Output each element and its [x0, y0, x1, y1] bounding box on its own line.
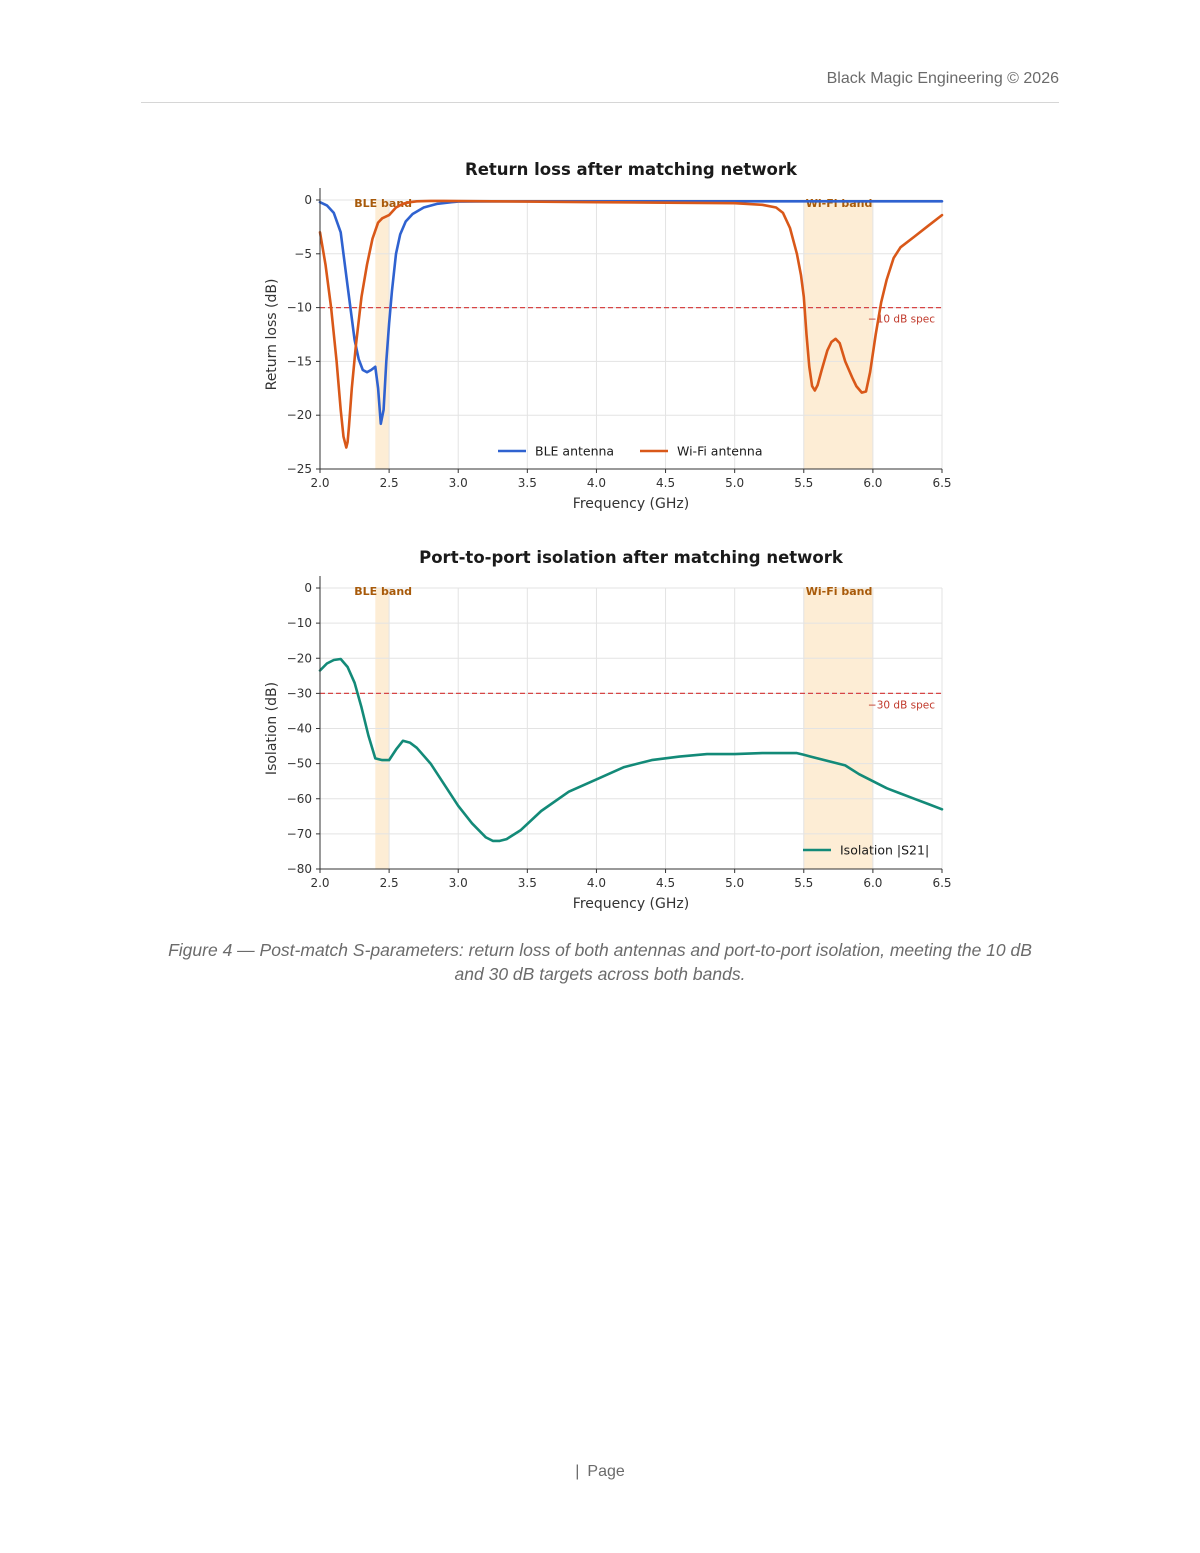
- footer-page-label: Page: [587, 1463, 625, 1480]
- x-tick-label: 6.0: [863, 476, 882, 490]
- y-tick-label: −10: [287, 616, 312, 630]
- y-tick-label: −50: [287, 757, 312, 771]
- x-tick-label: 3.5: [518, 876, 537, 890]
- y-tick-label: −15: [287, 354, 312, 368]
- y-tick-label: 0: [304, 193, 312, 207]
- band-label: BLE band: [354, 585, 412, 598]
- chart-title: Return loss after matching network: [465, 160, 798, 179]
- x-axis-label: Frequency (GHz): [573, 896, 689, 912]
- x-tick-label: 4.0: [587, 876, 606, 890]
- x-tick-label: 2.5: [380, 876, 399, 890]
- page-header: Black Magic Engineering © 2026: [826, 70, 1059, 87]
- x-tick-label: 2.0: [310, 476, 329, 490]
- figure-caption: Figure 4 — Post-match S-parameters: retu…: [150, 938, 1050, 986]
- y-tick-label: −10: [287, 301, 312, 315]
- x-tick-label: 2.0: [310, 876, 329, 890]
- x-tick-label: 4.0: [587, 476, 606, 490]
- x-tick-label: 4.5: [656, 876, 675, 890]
- x-tick-label: 5.5: [794, 876, 813, 890]
- band-shade: [803, 200, 873, 469]
- y-axis-label: Isolation (dB): [264, 682, 280, 775]
- x-axis-label: Frequency (GHz): [573, 496, 689, 512]
- isolation-chart: BLE band Wi-Fi band −30 dB spec 2.0 2.5 3.0 3.…: [264, 550, 952, 912]
- caption-line-2: and 30 dB targets across both bands.: [454, 964, 746, 984]
- spec-label: −10 dB spec: [868, 314, 935, 326]
- series-line: [318, 199, 944, 449]
- x-tick-label: 3.0: [449, 876, 468, 890]
- band-label: Wi-Fi band: [806, 197, 873, 210]
- legend-label: Isolation |S21|: [840, 843, 929, 858]
- y-tick-label: −20: [287, 651, 312, 665]
- caption-line-1: Figure 4 — Post-match S-parameters: retu…: [168, 940, 1032, 960]
- y-tick-label: −5: [294, 247, 312, 261]
- header-divider: [141, 102, 1059, 103]
- y-tick-label: −25: [287, 462, 312, 476]
- x-tick-label: 3.0: [449, 476, 468, 490]
- x-tick-label: 6.0: [863, 876, 882, 890]
- y-tick-label: −20: [287, 408, 312, 422]
- x-tick-label: 6.5: [932, 476, 951, 490]
- spec-label: −30 dB spec: [868, 699, 935, 711]
- x-tick-label: 5.0: [725, 876, 744, 890]
- y-tick-label: −70: [287, 827, 312, 841]
- y-tick-label: −40: [287, 722, 312, 736]
- x-tick-label: 5.5: [794, 476, 813, 490]
- footer-separator: |: [575, 1463, 580, 1480]
- x-tick-label: 3.5: [518, 476, 537, 490]
- page-footer: | Page: [0, 1463, 1200, 1481]
- chart-title: Port-to-port isolation after matching ne…: [419, 550, 844, 567]
- legend-label: BLE antenna: [535, 444, 614, 459]
- y-axis-label: Return loss (dB): [264, 279, 280, 391]
- y-tick-label: 0: [304, 581, 312, 595]
- y-tick-label: −80: [287, 862, 312, 876]
- x-tick-label: 2.5: [380, 476, 399, 490]
- series-line: [318, 657, 944, 843]
- band-label: Wi-Fi band: [806, 585, 873, 598]
- x-tick-label: 6.5: [932, 876, 951, 890]
- x-tick-label: 4.5: [656, 476, 675, 490]
- y-tick-label: −30: [287, 686, 312, 700]
- legend-label: Wi-Fi antenna: [677, 444, 762, 459]
- y-tick-label: −60: [287, 792, 312, 806]
- x-tick-label: 5.0: [725, 476, 744, 490]
